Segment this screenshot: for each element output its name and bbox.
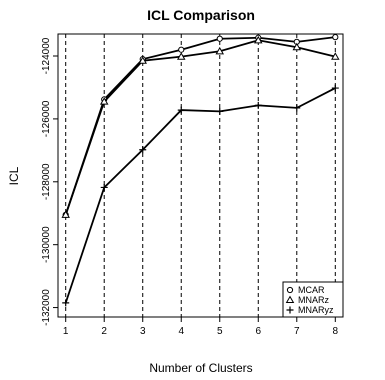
- chart-title: ICL Comparison: [147, 7, 255, 23]
- legend-box: [282, 281, 344, 318]
- x-tick-label: 6: [255, 326, 261, 337]
- point-circle: [178, 46, 185, 53]
- y-tick-label: -128000: [41, 163, 52, 200]
- legend-label: MNARz: [298, 295, 329, 305]
- series-group: [61, 34, 340, 307]
- point-triangle: [331, 52, 340, 60]
- point-circle: [286, 286, 294, 294]
- point-plus: [286, 306, 294, 314]
- point-plus: [100, 183, 108, 191]
- point-circle: [332, 34, 339, 41]
- point-triangle: [292, 42, 302, 51]
- legend-label: MCAR: [298, 285, 325, 295]
- plot-frame: [57, 33, 344, 318]
- point-triangle: [215, 46, 225, 55]
- point-triangle: [61, 210, 70, 218]
- point-triangle: [99, 97, 109, 105]
- legend-label: MNARyz: [298, 305, 334, 315]
- point-plus: [254, 101, 262, 109]
- x-tick-label: 8: [333, 326, 339, 337]
- point-plus: [331, 84, 339, 92]
- x-axis: 1 2 3 4 5 6 7 8: [63, 317, 339, 337]
- x-tick-label: 3: [140, 326, 146, 337]
- point-triangle: [176, 52, 186, 60]
- x-tick-label: 4: [178, 326, 184, 337]
- y-tick-label: -126000: [41, 100, 52, 137]
- point-triangle: [138, 56, 147, 64]
- point-plus: [62, 299, 70, 307]
- x-tick-label: 7: [294, 326, 300, 337]
- series-line-mnaryz: [64, 87, 336, 304]
- x-tick-label: 5: [217, 326, 223, 337]
- point-plus: [139, 146, 147, 154]
- point-plus: [177, 106, 185, 114]
- grid-lines: [65, 34, 336, 317]
- y-axis: -132000 -130000 -128000 -126000 -124000: [41, 37, 58, 326]
- x-tick-label: 1: [63, 326, 69, 337]
- point-triangle: [285, 295, 295, 304]
- x-axis-title: Number of Clusters: [149, 361, 252, 375]
- point-plus: [216, 107, 224, 115]
- point-plus: [293, 104, 301, 112]
- y-axis-title: ICL: [7, 166, 21, 185]
- y-tick-label: -132000: [41, 289, 52, 326]
- y-tick-label: -130000: [41, 226, 52, 263]
- y-tick-label: -124000: [41, 37, 52, 74]
- point-triangle: [254, 35, 263, 44]
- series-line-mcar: [64, 36, 336, 216]
- series-line-mnarz: [64, 39, 336, 216]
- point-circle: [216, 35, 223, 42]
- x-tick-label: 2: [101, 326, 107, 337]
